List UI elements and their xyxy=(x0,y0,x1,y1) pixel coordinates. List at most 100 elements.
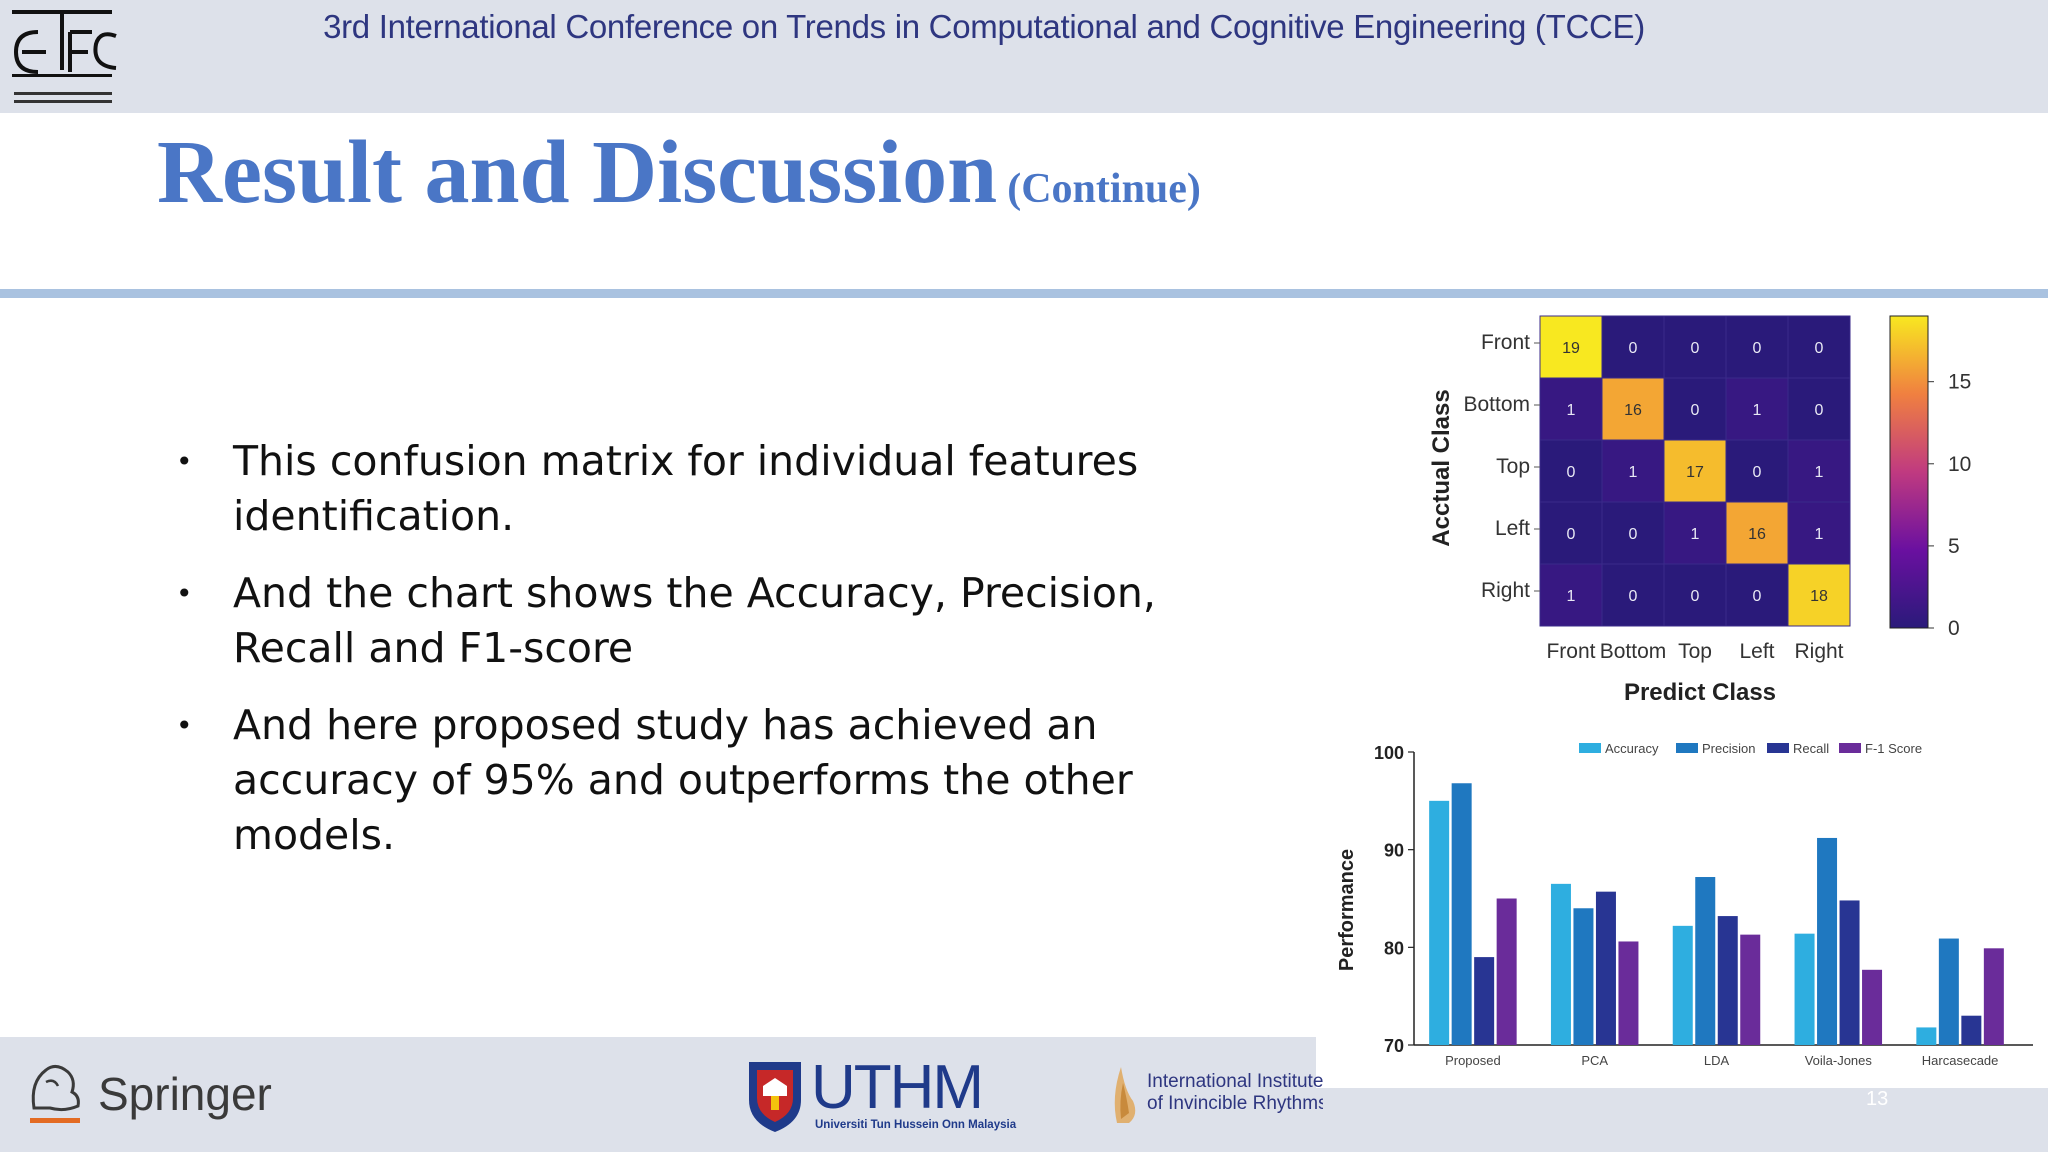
cm-cell xyxy=(1663,501,1727,565)
cm-row-label: Right xyxy=(1481,579,1530,602)
cm-cell xyxy=(1787,501,1851,565)
uthm-text: UTHM xyxy=(811,1053,982,1122)
confusion-matrix-chart: 19 0 0 0 01 16 0 1 00 1 17 0 10 0 1 16 11 0 0 0 18FrontBotto… xyxy=(1428,315,1971,706)
cm-cell-value: 0 xyxy=(1815,402,1824,419)
legend-swatch xyxy=(1676,743,1698,753)
cm-cell-value: 0 xyxy=(1691,588,1700,605)
cm-cell-value: 0 xyxy=(1567,464,1576,481)
cm-cell xyxy=(1663,439,1727,503)
cm-cell-value: 1 xyxy=(1753,402,1762,419)
bar-precision xyxy=(1573,908,1594,1045)
cm-cell xyxy=(1601,501,1665,565)
header-bar: 3rd International Conference on Trends i… xyxy=(0,0,2048,113)
cm-cell xyxy=(1539,439,1603,503)
bar-accuracy xyxy=(1916,1027,1937,1045)
bullet-dot-icon: • xyxy=(176,445,193,478)
bullet-item: • And the chart shows the Accuracy, Preci… xyxy=(170,566,1210,676)
cm-cell-value: 18 xyxy=(1810,588,1828,605)
bar-category-label: Harcasecade xyxy=(1922,1053,1999,1068)
bar-category-label: PCA xyxy=(1581,1053,1608,1068)
cb-tick-label: 15 xyxy=(1948,371,1971,394)
cm-cell xyxy=(1601,563,1665,627)
cm-cell-value: 0 xyxy=(1567,526,1576,543)
cm-cell-value: 0 xyxy=(1629,588,1638,605)
cm-cell-value: 1 xyxy=(1815,464,1824,481)
tcce-logo xyxy=(12,10,117,103)
cm-col-label: Front xyxy=(1546,640,1595,663)
cm-col-label: Top xyxy=(1678,640,1712,663)
cb-tick-label: 0 xyxy=(1948,617,1960,640)
cm-cell xyxy=(1725,315,1789,379)
bar-recall xyxy=(1839,900,1860,1045)
cm-colorbar xyxy=(1889,315,1929,629)
cm-cell-value: 0 xyxy=(1691,340,1700,357)
bar-precision xyxy=(1817,837,1838,1045)
legend-swatch xyxy=(1839,743,1861,753)
cm-cell xyxy=(1663,377,1727,441)
cm-col-label: Bottom xyxy=(1600,640,1667,663)
cm-row-label: Left xyxy=(1495,517,1530,540)
bar-f-1-score xyxy=(1618,941,1639,1045)
cm-row-label: Top xyxy=(1496,455,1530,478)
bullet-text: And here proposed study has achieved an … xyxy=(233,701,1133,859)
bar-recall xyxy=(1717,916,1738,1045)
cm-cell-value: 1 xyxy=(1629,464,1638,481)
bullet-text: And the chart shows the Accuracy, Precis… xyxy=(233,569,1156,672)
bar-category-label: LDA xyxy=(1704,1053,1730,1068)
uthm-logo: UTHM Universiti Tun Hussein Onn Malaysia xyxy=(749,1053,1017,1132)
bar-recall xyxy=(1595,891,1616,1045)
cm-xlabel: Predict Class xyxy=(1624,679,1776,706)
cm-cell-value: 1 xyxy=(1567,402,1576,419)
cm-row-label: Front xyxy=(1481,331,1530,354)
legend-swatch xyxy=(1579,743,1601,753)
performance-bar-chart: Accuracy Precision Recall F-1 Score Perform… xyxy=(1318,720,2048,1090)
cb-tick-label: 5 xyxy=(1948,535,1960,558)
legend-label: Precision xyxy=(1702,741,1755,756)
bar-precision xyxy=(1695,877,1716,1045)
iir-logo: International Institute of Invincible Rh… xyxy=(1114,1067,1323,1123)
bar-y-tick-label: 70 xyxy=(1384,1036,1404,1056)
bar-recall xyxy=(1474,957,1495,1045)
conference-title: 3rd International Conference on Trends i… xyxy=(323,8,1645,45)
bullet-text: This confusion matrix for individual fea… xyxy=(233,437,1139,540)
cm-cell xyxy=(1787,377,1851,441)
bar-f-1-score xyxy=(1740,934,1761,1045)
legend-label: Recall xyxy=(1793,741,1829,756)
cm-cell xyxy=(1663,315,1727,379)
cm-col-label: Left xyxy=(1739,640,1774,663)
bar-category-label: Voila-Jones xyxy=(1805,1053,1873,1068)
cm-cell-value: 0 xyxy=(1629,340,1638,357)
legend-swatch xyxy=(1767,743,1789,753)
bullet-dot-icon: • xyxy=(176,577,193,610)
bar-f-1-score xyxy=(1496,898,1517,1045)
cm-cell-value: 16 xyxy=(1748,526,1766,543)
cb-tick-label: 10 xyxy=(1948,453,1971,476)
bar-accuracy xyxy=(1550,883,1571,1045)
bullet-dot-icon: • xyxy=(176,709,193,742)
cm-cell xyxy=(1601,439,1665,503)
cm-cell-value: 17 xyxy=(1686,464,1704,481)
bar-accuracy xyxy=(1429,800,1450,1045)
cm-cell xyxy=(1787,315,1851,379)
bar-category-label: Proposed xyxy=(1445,1053,1501,1068)
cm-cell-value: 0 xyxy=(1629,526,1638,543)
cm-cell-value: 1 xyxy=(1567,588,1576,605)
slide-title: Result and Discussion xyxy=(157,123,998,222)
cm-cell-value: 0 xyxy=(1753,464,1762,481)
bar-y-tick-label: 100 xyxy=(1374,743,1404,763)
title-divider xyxy=(0,289,2048,298)
legend-label: F-1 Score xyxy=(1865,741,1922,756)
bar-accuracy xyxy=(1672,925,1693,1045)
slide-title-block: Result and Discussion (Continue) xyxy=(157,118,1201,244)
bar-y-tick-label: 90 xyxy=(1384,841,1404,861)
bullet-item: • And here proposed study has achieved an… xyxy=(170,698,1210,863)
cm-cell-value: 19 xyxy=(1562,340,1580,357)
cm-cell-value: 0 xyxy=(1815,340,1824,357)
cm-cell xyxy=(1663,563,1727,627)
bar-ylabel: Performance xyxy=(1336,849,1358,971)
bar-precision xyxy=(1451,783,1472,1045)
cm-cell xyxy=(1539,563,1603,627)
footer-bar-right xyxy=(1316,1088,2048,1152)
slide-subtitle: (Continue) xyxy=(1007,166,1201,212)
bullet-list: • This confusion matrix for individual fe… xyxy=(170,434,1210,885)
